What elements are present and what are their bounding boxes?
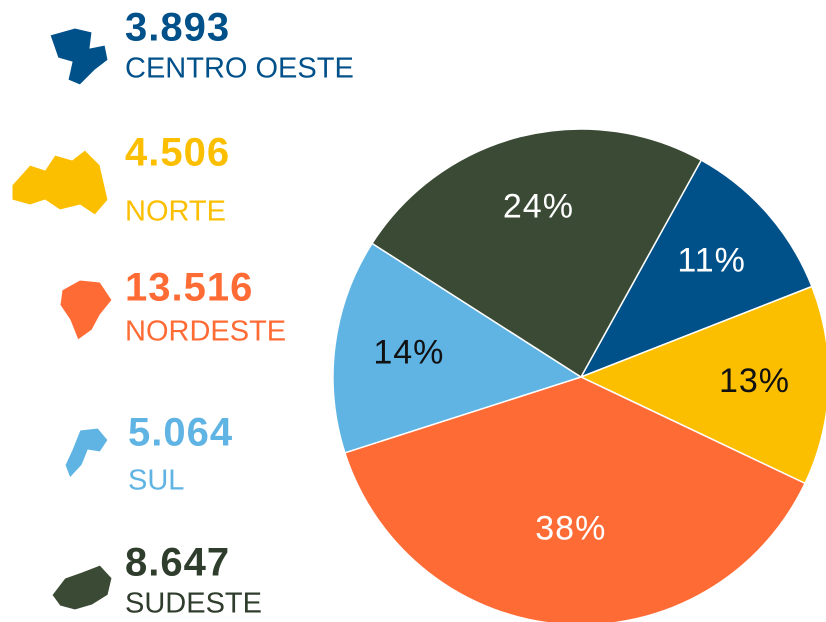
region-name: SUL — [128, 465, 184, 497]
region-name: CENTRO OESTE — [125, 53, 354, 85]
slice-label: 13% — [719, 362, 790, 400]
pie-slice — [371, 128, 703, 379]
slice-label: 11% — [677, 242, 746, 280]
slice-label: 24% — [503, 188, 574, 226]
region-count: 8.647 — [125, 541, 230, 585]
region-count: 4.506 — [125, 131, 230, 175]
region-name: SUDESTE — [125, 588, 262, 620]
region-icon — [11, 149, 109, 216]
region-count: 5.064 — [128, 411, 233, 455]
region-icon — [59, 279, 113, 341]
region-icon — [64, 427, 109, 479]
region-icon — [51, 564, 113, 611]
region-icon — [49, 27, 109, 86]
pie-slice — [343, 376, 807, 622]
slice-label: 14% — [373, 334, 444, 372]
region-name: NORDESTE — [125, 316, 286, 348]
slice-label: 38% — [535, 509, 606, 547]
pie-slice — [579, 159, 813, 379]
pie-slice — [579, 285, 826, 485]
pie-slice — [332, 242, 583, 454]
region-count: 3.893 — [125, 6, 230, 50]
region-count: 13.516 — [125, 266, 253, 310]
region-name: NORTE — [125, 196, 226, 228]
